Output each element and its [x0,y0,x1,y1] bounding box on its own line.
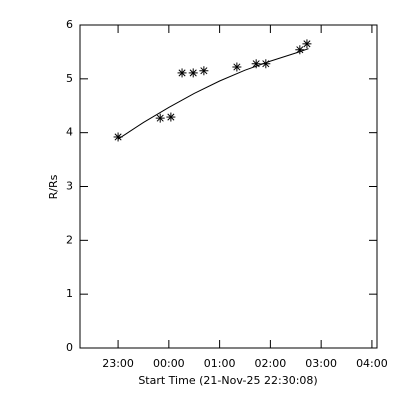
y-tick-label: 2 [66,233,73,246]
asterisk-stroke [200,67,208,75]
data-point [155,113,165,123]
data-point [232,62,242,72]
y-tick-label: 0 [66,341,73,354]
x-tick-label: 01:00 [204,357,236,370]
data-point [295,45,305,55]
asterisk-stroke [233,63,241,71]
data-point [188,68,198,78]
data-point [251,59,261,69]
fit-line [117,48,309,140]
y-tick-label: 1 [66,287,73,300]
x-tick-label: 23:00 [102,357,134,370]
asterisk-stroke [303,40,311,48]
y-tick-label: 5 [66,72,73,85]
asterisk-stroke [114,133,122,141]
asterisk-stroke [178,69,186,77]
data-point [302,39,312,49]
asterisk-stroke [189,69,197,77]
y-tick-label: 6 [66,18,73,31]
data-point [166,112,176,122]
x-tick-label: 04:00 [356,357,388,370]
asterisk-stroke [156,114,164,122]
asterisk-stroke [262,60,270,68]
plot-frame [79,24,378,349]
asterisk-stroke [252,60,260,68]
y-tick-label: 3 [66,180,73,193]
data-point [199,66,209,76]
data-point [177,68,187,78]
asterisk-stroke [167,113,175,121]
y-axis-label: R/Rs [47,174,60,199]
data-point [261,59,271,69]
data-point [113,132,123,142]
x-tick-label: 03:00 [305,357,337,370]
asterisk-stroke [296,46,304,54]
x-axis-label: Start Time (21-Nov-25 22:30:08) [138,374,317,387]
x-tick-label: 02:00 [255,357,287,370]
y-tick-label: 4 [66,126,73,139]
x-tick-label: 00:00 [153,357,185,370]
